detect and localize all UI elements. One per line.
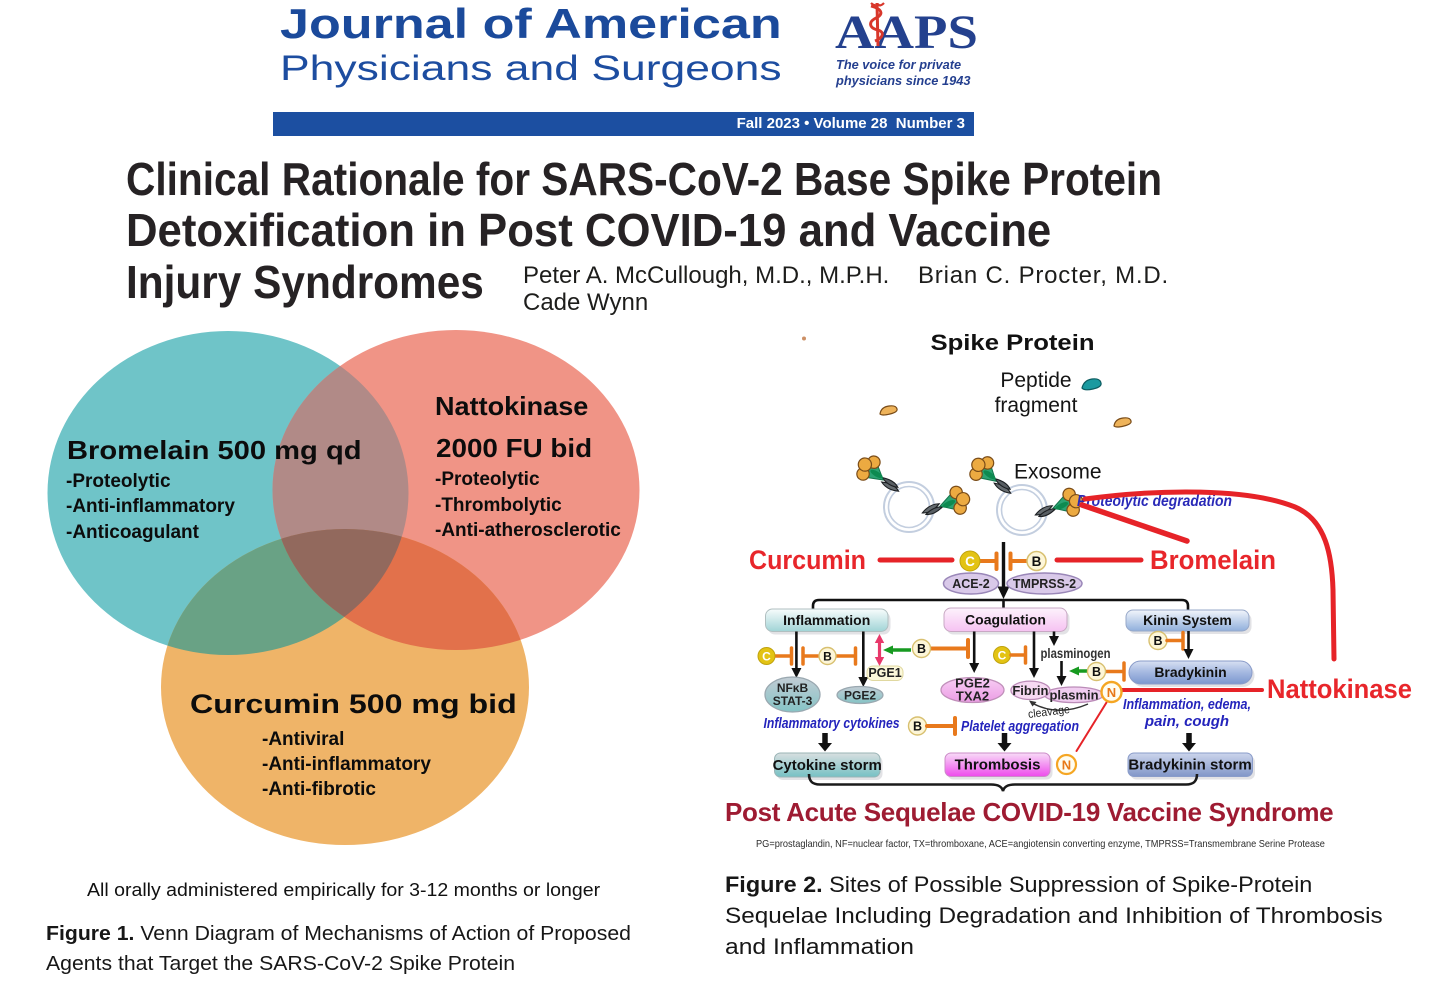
svg-text:Curcumin: Curcumin [749,545,866,575]
svg-text:Inflammation: Inflammation [783,612,870,628]
svg-text:N: N [1107,685,1116,700]
svg-text:Exosome: Exosome [1014,461,1102,484]
svg-text:cleavage: cleavage [1027,704,1070,721]
svg-text:NFκB: NFκB [777,681,809,695]
svg-text:B: B [1092,665,1101,679]
svg-text:Cytokine storm: Cytokine storm [773,757,882,774]
svg-text:TMPRSS-2: TMPRSS-2 [1013,577,1076,591]
svg-text:Fibrin: Fibrin [1012,683,1048,698]
svg-text:fragment: fragment [995,394,1078,417]
svg-text:N: N [1062,758,1071,773]
svg-text:Bradykinin storm: Bradykinin storm [1128,757,1251,774]
svg-text:Bradykinin: Bradykinin [1154,664,1226,680]
svg-text:Inflammation, edema,: Inflammation, edema, [1123,696,1251,713]
svg-text:TXA2: TXA2 [956,689,989,704]
svg-text:B: B [1153,634,1162,648]
svg-text:Inflammatory cytokines: Inflammatory cytokines [764,715,900,732]
svg-text:Bromelain: Bromelain [1150,545,1276,575]
svg-text:Peptide: Peptide [1000,369,1071,392]
svg-text:PGE1: PGE1 [868,666,901,680]
svg-text:STAT-3: STAT-3 [773,694,813,708]
svg-text:Nattokinase: Nattokinase [1267,674,1412,704]
svg-text:B: B [1032,554,1042,569]
svg-text:B: B [917,642,926,656]
svg-text:pain, cough: pain, cough [1144,713,1229,730]
svg-text:C: C [762,650,771,664]
svg-text:PGE2: PGE2 [844,689,876,703]
svg-text:Coagulation: Coagulation [965,612,1046,628]
svg-text:C: C [965,554,975,569]
svg-text:plasminogen: plasminogen [1041,646,1111,661]
svg-text:Thrombosis: Thrombosis [955,757,1041,774]
svg-text:Spike Protein: Spike Protein [931,330,1095,355]
svg-text:B: B [913,720,922,734]
svg-text:B: B [823,650,832,664]
svg-text:Kinin System: Kinin System [1143,612,1232,628]
svg-text:C: C [998,649,1007,663]
svg-text:Platelet aggregation: Platelet aggregation [961,718,1079,735]
svg-text:plasmin: plasmin [1049,687,1098,702]
svg-text:PGE2: PGE2 [955,676,990,691]
svg-text:ACE-2: ACE-2 [952,577,990,591]
